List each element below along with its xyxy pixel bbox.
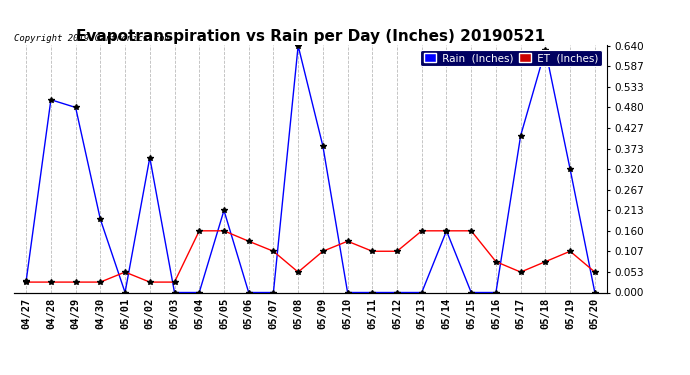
Legend:  Rain  (Inches),  ET  (Inches): Rain (Inches), ET (Inches) <box>420 50 602 66</box>
Title: Evapotranspiration vs Rain per Day (Inches) 20190521: Evapotranspiration vs Rain per Day (Inch… <box>76 29 545 44</box>
Text: Copyright 2019 Cartronics.com: Copyright 2019 Cartronics.com <box>14 33 170 42</box>
